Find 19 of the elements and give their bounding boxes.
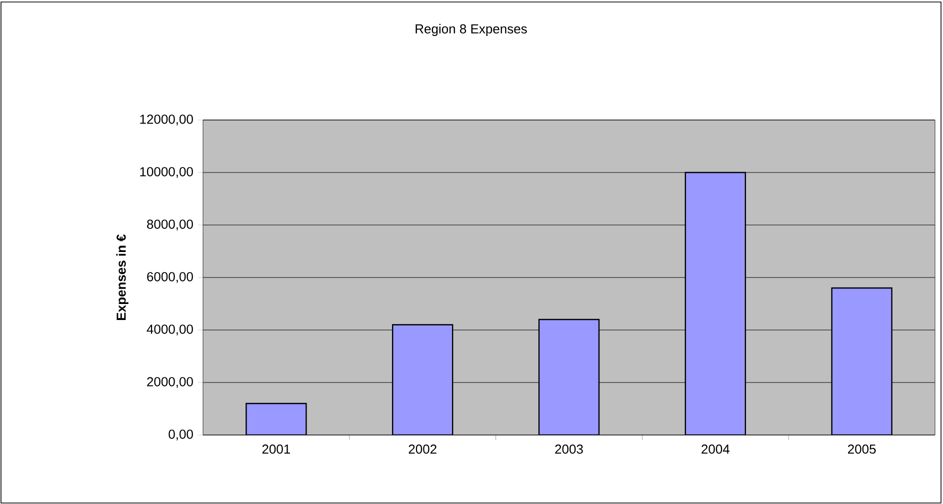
y-tick-label: 2000,00 bbox=[147, 377, 193, 388]
x-tick-label: 2005 bbox=[848, 444, 876, 454]
chart-title: Region 8 Expenses bbox=[416, 24, 527, 36]
y-tick-label: 0,00 bbox=[168, 430, 193, 440]
bar bbox=[246, 402, 307, 435]
y-tick-label: 4000,00 bbox=[146, 324, 193, 336]
y-axis-title: Expenses in € bbox=[116, 234, 128, 320]
x-tick-label: 2001 bbox=[262, 444, 290, 454]
y-tick-label: 6000,00 bbox=[147, 272, 193, 283]
x-tick-label: 2004 bbox=[702, 444, 730, 454]
bar bbox=[392, 324, 454, 435]
bar bbox=[684, 172, 746, 435]
y-tick-label: 10000,00 bbox=[140, 167, 193, 178]
bar bbox=[831, 287, 892, 435]
x-tick-label: 2003 bbox=[555, 444, 583, 454]
bar bbox=[538, 318, 600, 435]
x-tick-label: 2002 bbox=[408, 444, 436, 454]
y-tick-label: 8000,00 bbox=[147, 220, 193, 230]
y-tick-label: 12000,00 bbox=[140, 114, 193, 126]
